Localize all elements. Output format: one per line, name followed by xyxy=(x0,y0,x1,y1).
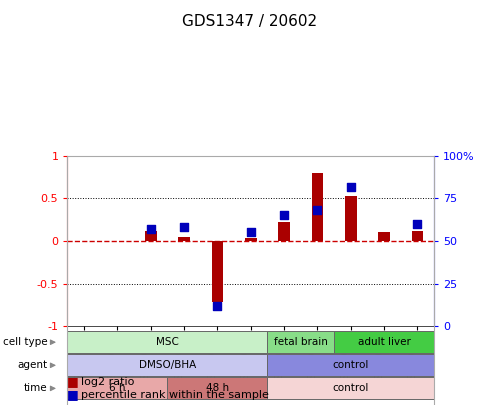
Bar xyxy=(345,196,357,241)
Text: adult liver: adult liver xyxy=(358,337,411,347)
Text: control: control xyxy=(333,384,369,393)
Text: ■: ■ xyxy=(67,375,79,388)
Bar xyxy=(311,173,323,241)
Bar xyxy=(412,231,423,241)
Point xyxy=(280,212,288,219)
Text: log2 ratio: log2 ratio xyxy=(81,377,135,386)
Text: 48 h: 48 h xyxy=(206,384,229,393)
Text: ■: ■ xyxy=(67,388,79,401)
Point xyxy=(180,224,188,230)
Text: MSC: MSC xyxy=(156,337,179,347)
Bar xyxy=(378,232,390,241)
Text: DMSO/BHA: DMSO/BHA xyxy=(139,360,196,370)
Text: 6 h: 6 h xyxy=(109,384,126,393)
Point xyxy=(414,221,422,227)
Bar xyxy=(245,239,256,241)
Text: control: control xyxy=(333,360,369,370)
Text: agent: agent xyxy=(17,360,47,370)
Point xyxy=(247,229,254,236)
Text: time: time xyxy=(24,384,47,393)
Bar xyxy=(178,237,190,241)
Text: percentile rank within the sample: percentile rank within the sample xyxy=(81,390,269,400)
Text: fetal brain: fetal brain xyxy=(274,337,328,347)
Point xyxy=(214,303,222,309)
Bar xyxy=(278,222,290,241)
Bar xyxy=(212,241,223,302)
Point xyxy=(313,207,321,213)
Text: GDS1347 / 20602: GDS1347 / 20602 xyxy=(182,14,317,29)
Text: cell type: cell type xyxy=(3,337,47,347)
Point xyxy=(347,183,355,190)
Point xyxy=(147,226,155,232)
Bar xyxy=(145,231,157,241)
